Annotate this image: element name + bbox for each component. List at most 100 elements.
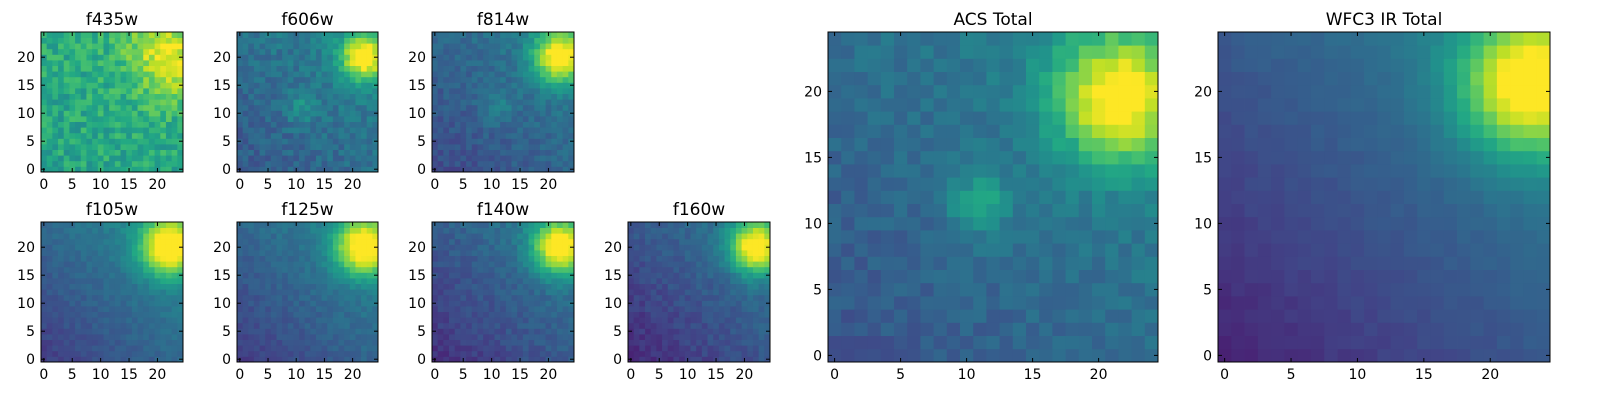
heatmap-cell [165, 266, 173, 273]
heatmap-cell [645, 283, 652, 290]
heatmap-cell [920, 164, 934, 178]
heatmap-cell [69, 160, 76, 167]
heatmap-cell [327, 328, 334, 335]
heatmap-cell [299, 244, 306, 251]
heatmap-cell [500, 54, 507, 61]
heatmap-cell [650, 261, 657, 268]
heatmap-cell [718, 294, 725, 301]
heatmap-cell [315, 48, 322, 55]
heatmap-cell [366, 278, 373, 284]
heatmap-cell [471, 272, 478, 279]
heatmap-cell [437, 272, 444, 279]
heatmap-cell [349, 227, 356, 234]
heatmap-cell [361, 138, 368, 145]
heatmap-cell [741, 339, 748, 346]
heatmap-cell [361, 356, 368, 363]
heatmap-cell [46, 328, 53, 335]
heatmap-cell [511, 350, 518, 357]
heatmap-cell [103, 261, 110, 268]
heatmap-cell [460, 250, 467, 256]
heatmap-cell [1131, 190, 1146, 204]
heatmap-cell [1026, 348, 1040, 363]
heatmap-cell [165, 93, 173, 100]
heatmap-cell [270, 71, 277, 78]
heatmap-cell [171, 278, 178, 284]
heatmap-cell [321, 345, 328, 352]
heatmap-cell [237, 37, 244, 44]
heatmap-cell [52, 283, 59, 290]
heatmap-cell [69, 272, 76, 279]
y-tick-label: 10 [408, 296, 426, 312]
heatmap-cell [177, 261, 184, 268]
heatmap-cell [707, 227, 714, 234]
heatmap-cell [299, 317, 306, 324]
heatmap-cell [177, 127, 184, 134]
heatmap-cell [528, 144, 535, 150]
heatmap-cell [432, 289, 439, 296]
heatmap-cell [522, 71, 529, 78]
heatmap-cell [120, 356, 127, 363]
heatmap-cell [69, 99, 76, 106]
heatmap-cell [500, 356, 507, 363]
heatmap-cell [443, 48, 450, 55]
heatmap-cell [69, 65, 76, 72]
heatmap-cell [494, 76, 501, 83]
heatmap-cell [355, 244, 362, 251]
heatmap-cell [114, 54, 121, 61]
heatmap-cell [338, 356, 345, 363]
heatmap-cell [259, 266, 266, 273]
heatmap-cell [126, 88, 133, 94]
heatmap-cell [276, 233, 283, 240]
heatmap-cell [355, 71, 362, 78]
heatmap-cell [545, 322, 552, 329]
heatmap-cell [1039, 243, 1053, 257]
heatmap-cell [41, 48, 48, 55]
heatmap-cell [556, 138, 564, 145]
heatmap-cell [46, 289, 53, 296]
heatmap-cell [143, 233, 150, 240]
heatmap-cell [242, 138, 249, 145]
heatmap-cell [650, 266, 657, 273]
heatmap-cell [46, 132, 53, 139]
heatmap-cell [471, 54, 478, 61]
heatmap-cell [449, 93, 456, 100]
heatmap-cell [488, 155, 495, 162]
heatmap-cell [248, 132, 255, 139]
heatmap-cell [449, 350, 456, 357]
heatmap-cell [46, 250, 53, 256]
heatmap-cell [46, 32, 53, 38]
heatmap-cell [270, 138, 277, 145]
heatmap-cell [321, 121, 328, 128]
heatmap-cell [679, 311, 686, 318]
heatmap-cell [505, 132, 512, 139]
heatmap-cell [684, 272, 691, 279]
heatmap-cell [253, 289, 260, 296]
x-tick-label: 0 [235, 367, 244, 383]
heatmap-cell [114, 116, 121, 122]
heatmap-cell [293, 99, 300, 106]
heatmap-cell [248, 261, 255, 268]
heatmap-cell [366, 60, 373, 66]
heatmap-cell [483, 317, 490, 324]
heatmap-cell [253, 60, 260, 66]
heatmap-cell [718, 356, 725, 363]
heatmap-cell [483, 328, 490, 335]
heatmap-cell [120, 99, 127, 106]
heatmap-cell [137, 328, 144, 335]
heatmap-cell [466, 356, 473, 363]
heatmap-cell [120, 144, 127, 150]
heatmap-cell [276, 121, 283, 128]
heatmap-cell [534, 149, 541, 156]
heatmap-cell [349, 283, 356, 290]
heatmap-cell [287, 121, 294, 128]
heatmap-cell [522, 350, 529, 357]
heatmap-cell [361, 328, 368, 335]
heatmap-cell [828, 335, 842, 350]
heatmap-cell [471, 334, 478, 340]
heatmap-cell [466, 339, 473, 346]
heatmap-cell [276, 116, 283, 122]
heatmap-cell [443, 54, 450, 61]
heatmap-cell [684, 306, 691, 312]
x-tick-label: 0 [430, 367, 439, 383]
heatmap-cell [248, 76, 255, 83]
